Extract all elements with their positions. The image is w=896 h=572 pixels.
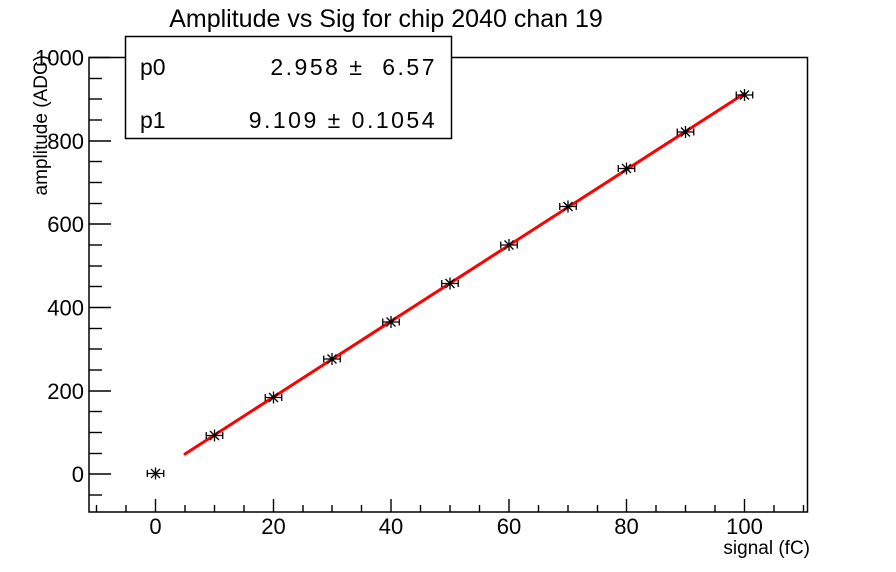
x-tick-label: 40 <box>379 514 403 539</box>
data-point-marker <box>559 200 577 213</box>
y-tick-label: 400 <box>47 296 84 321</box>
y-tick-label: 0 <box>72 462 84 487</box>
x-tick-label: 20 <box>261 514 285 539</box>
data-point-marker <box>735 89 754 101</box>
stats-p1-value: 9.109 ± 0.1054 <box>249 107 437 133</box>
data-point-marker <box>382 316 400 328</box>
y-tick-label: 200 <box>47 379 84 404</box>
data-point-marker <box>441 277 459 290</box>
stats-p0-value: 2.958 ± 6.57 <box>270 54 437 80</box>
stats-box-frame <box>124 35 453 140</box>
data-point-marker <box>500 239 518 251</box>
y-axis-title: amplitude (ADC) <box>31 55 52 195</box>
data-point-marker <box>617 162 636 175</box>
data-point-marker <box>205 429 224 442</box>
y-tick-label: 800 <box>47 129 84 154</box>
x-tick-label: 0 <box>149 514 161 539</box>
fit-line <box>183 92 746 456</box>
data-point-marker <box>146 467 165 480</box>
stats-p1-label: p1 <box>140 107 166 133</box>
x-axis-title: signal (fC) <box>723 538 810 559</box>
data-point-marker <box>676 126 695 138</box>
data-point-marker <box>323 353 341 365</box>
stats-p0-label: p0 <box>140 54 166 80</box>
y-tick-label: 1000 <box>35 46 84 71</box>
x-tick-label: 100 <box>726 514 763 539</box>
y-tick-label: 600 <box>47 212 84 237</box>
x-tick-label: 80 <box>614 514 638 539</box>
page-title: Amplitude vs Sig for chip 2040 chan 19 <box>169 5 603 33</box>
data-point-marker <box>264 391 283 404</box>
stats-box: p0 2.958 ± 6.57 p1 9.109 ± 0.1054 <box>124 35 453 140</box>
x-tick-label: 60 <box>497 514 521 539</box>
